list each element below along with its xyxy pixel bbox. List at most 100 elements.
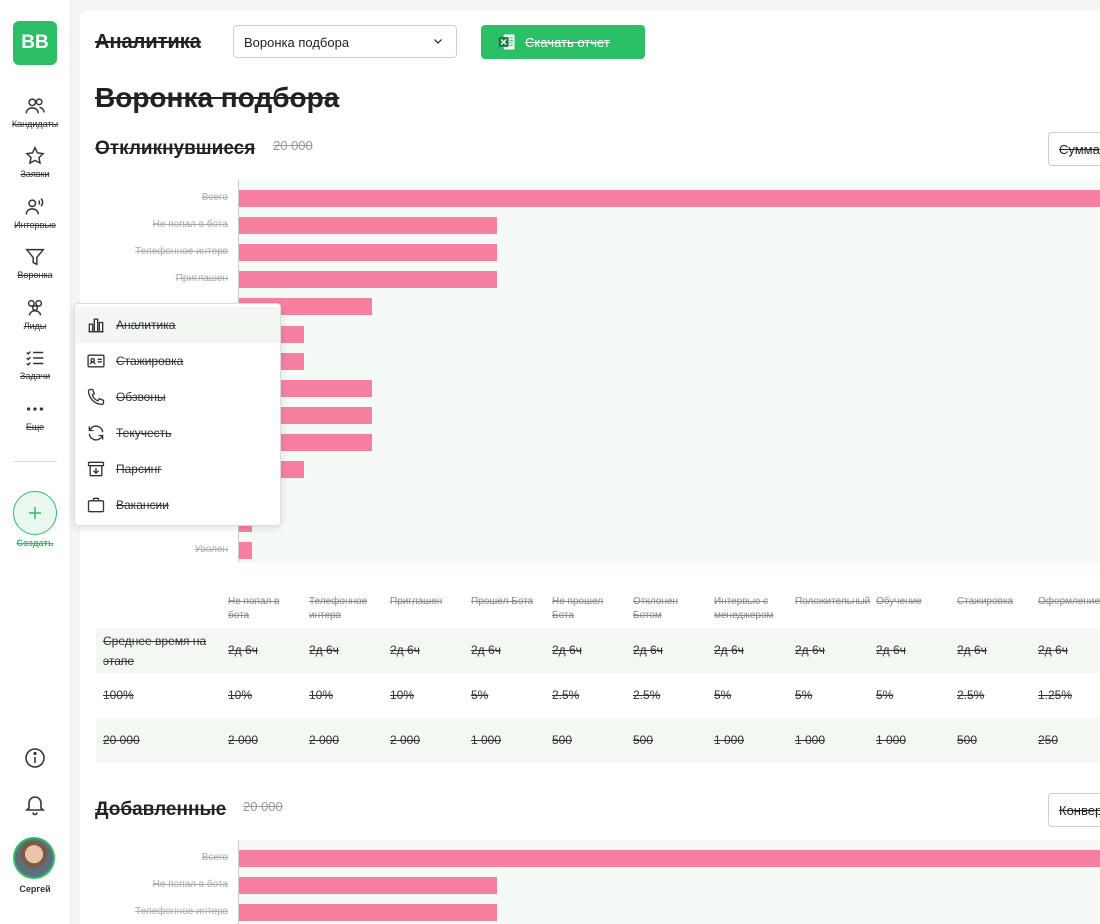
sidebar: BB Кандидаты Заявки Интервью Воронка Лид… [0,0,71,924]
tasks-icon [26,351,44,366]
funnel-chart-added: Всего Не попал в бота Телефонное интерв [80,840,1100,924]
table-column-header: Прошел Бота [471,596,534,607]
chart-bar [239,877,498,895]
sidebar-item-candidates[interactable]: Кандидаты [0,95,70,129]
bell-icon[interactable] [23,792,47,816]
funnel-chart-responded: Всего Не попал в бота Телефонное интерв При… [80,180,1100,563]
sidebar-item-funnel[interactable]: Воронка [0,246,70,280]
table-cell: 2 000 [228,733,259,747]
sidebar-item-requests[interactable]: Заявки [0,145,70,179]
more-menu: Аналитика Стажировка Обзвоны Текучесть П… [74,303,281,526]
download-report-button[interactable]: Скачать отчет [481,25,645,59]
table-cell: 2 000 [390,733,421,747]
table-column-header: Отклонен Ботом [633,596,678,621]
table-cell: 2д 6ч [552,643,582,657]
table-cell: 250 [1038,733,1059,747]
avatar[interactable] [13,837,55,879]
table-header-row: Не попал в бота Телефонное интерв Приглаше… [96,577,1100,628]
chart-category-label: Телефонное интерв [135,246,228,258]
table-column-header: Интервью с менеджером [714,596,774,621]
section-count-added: 20 000 [243,799,283,814]
table-cell: 2 000 [309,733,340,747]
table-column-header: Оформление [1038,596,1100,607]
table-cell: 2д 6ч [633,643,663,657]
table-cell: 1 000 [795,733,826,747]
chart-category-label: Уволен [194,544,228,556]
table-cell: 2д 6ч [390,643,420,657]
sidebar-item-label: Интервью [14,220,56,230]
table-cell: 5% [876,688,894,702]
phone-icon [87,388,105,406]
section-count-responded: 20 000 [273,138,313,153]
table-column-header: Стажировка [957,596,1014,607]
chevron-down-icon [434,39,442,44]
sidebar-item-interview[interactable]: Интервью [0,196,70,230]
table-row: Среднее время на этапе 2д 6ч 2д 6ч 2д 6ч 2д … [96,628,1100,673]
section-title-responded: Откликнувшиеся [95,138,256,159]
menu-item-internship[interactable]: Стажировка [75,343,280,379]
chart-bar [239,244,498,262]
logo[interactable]: BB [13,21,57,65]
menu-item-vacancies[interactable]: Вакансии [75,487,280,523]
table-column-header: Положительный [795,596,871,607]
chart-category-label: Всего [201,852,228,863]
users-icon [25,98,45,114]
table-cell: 500 [552,733,573,747]
briefcase-icon [87,497,105,513]
table-cell: 5% [714,688,732,702]
sidebar-item-leads[interactable]: Лиды [0,297,70,331]
main-content: Аналитика Воронка подбора Скачать отчет … [80,10,1100,924]
menu-item-label: Обзвоны [116,390,166,404]
funnel-select-value: Воронка подбора [244,35,350,50]
table-cell: 2д 6ч [1038,643,1068,657]
table-cell: 10% [390,688,415,702]
chart-category-label: Всего [201,192,228,203]
table-column-header: Не прошел Бота [552,596,604,621]
funnel-select[interactable]: Воронка подбора [233,25,457,58]
table-cell: 10% [228,688,253,702]
table-row: 100% 10% 10% 10% 5% 2.5% 2.5% 5% 5% 5% 2.5% 1.25% [96,673,1100,718]
chart-category-label: Приглашен [175,273,228,285]
table-column-header: Обучение [876,596,922,607]
section-title-added: Добавленные [95,799,227,820]
menu-item-label: Вакансии [116,498,169,512]
table-column-header: Не попал в бота [228,596,280,621]
chart-bar [239,271,498,289]
create-label: Создать [16,538,54,548]
table-column-header: Приглашен [390,596,443,607]
sidebar-item-label: Задачи [19,371,51,381]
funnel-icon [25,248,45,266]
download-report-label: Скачать отчет [525,34,610,50]
sidebar-item-label: Заявки [20,169,50,179]
section-select-responded[interactable]: Сумма [1048,132,1100,166]
menu-item-analytics[interactable]: Аналитика [75,307,280,343]
menu-item-label: Парсинг [116,462,162,476]
sidebar-item-label: Кандидаты [11,119,59,129]
info-icon[interactable] [23,746,47,770]
section-select-added[interactable]: Конверсия [1048,793,1100,827]
bar-chart-icon [88,318,104,333]
table-cell: 2д 6ч [228,643,258,657]
id-card-icon [87,354,105,368]
excel-icon [498,34,515,50]
star-icon [25,146,45,165]
table-cell: 1 000 [876,733,907,747]
chart-category-label: Телефонное интерв [135,906,228,918]
menu-item-calls[interactable]: Обзвоны [75,379,280,415]
table-cell: 500 [633,733,654,747]
chart-category-label: Не попал в бота [152,879,228,891]
table-cell: 2д 6ч [957,643,987,657]
chart-bar [239,542,252,560]
interview-icon [25,198,44,215]
table-column-header: Телефонное интерв [309,596,368,621]
sidebar-item-more[interactable]: Еще [0,398,70,432]
menu-item-parsing[interactable]: Парсинг [75,451,280,487]
table-cell: 2.5% [957,688,985,702]
table-cell: 2д 6ч [795,643,825,657]
table-cell: 2д 6ч [876,643,906,657]
chart-category-label: Не попал в бота [152,219,228,231]
create-button[interactable] [13,491,57,535]
menu-item-turnover[interactable]: Текучесть [75,415,280,451]
sidebar-item-tasks[interactable]: Задачи [0,347,70,381]
table-row-label: 100% [103,688,134,702]
